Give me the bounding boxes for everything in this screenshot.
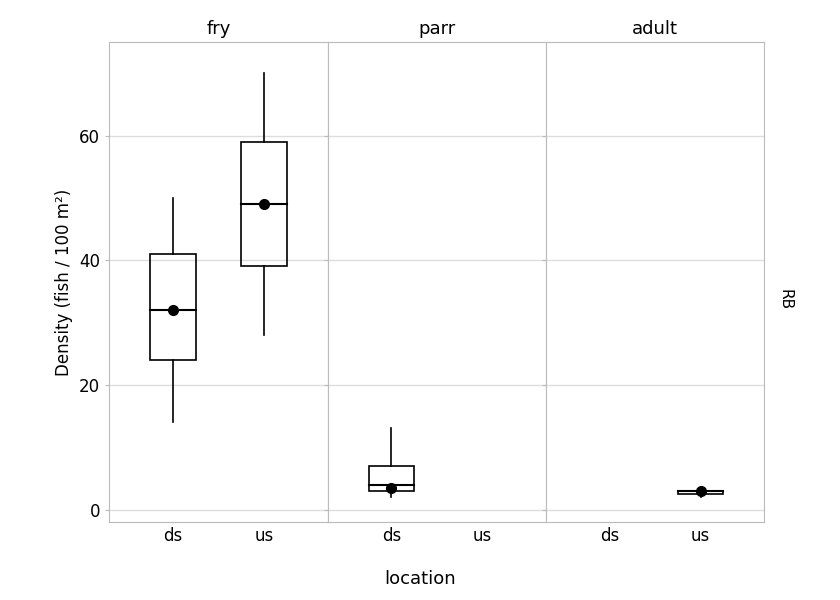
Title: adult: adult (633, 20, 678, 38)
Bar (241, 142, 286, 266)
Bar (678, 491, 723, 494)
Text: location: location (384, 570, 456, 588)
Bar (369, 466, 414, 491)
Title: fry: fry (206, 20, 231, 38)
Text: RB: RB (777, 289, 792, 311)
Title: parr: parr (418, 20, 455, 38)
Bar (150, 254, 196, 360)
Y-axis label: Density (fish / 100 m²): Density (fish / 100 m²) (55, 188, 73, 376)
